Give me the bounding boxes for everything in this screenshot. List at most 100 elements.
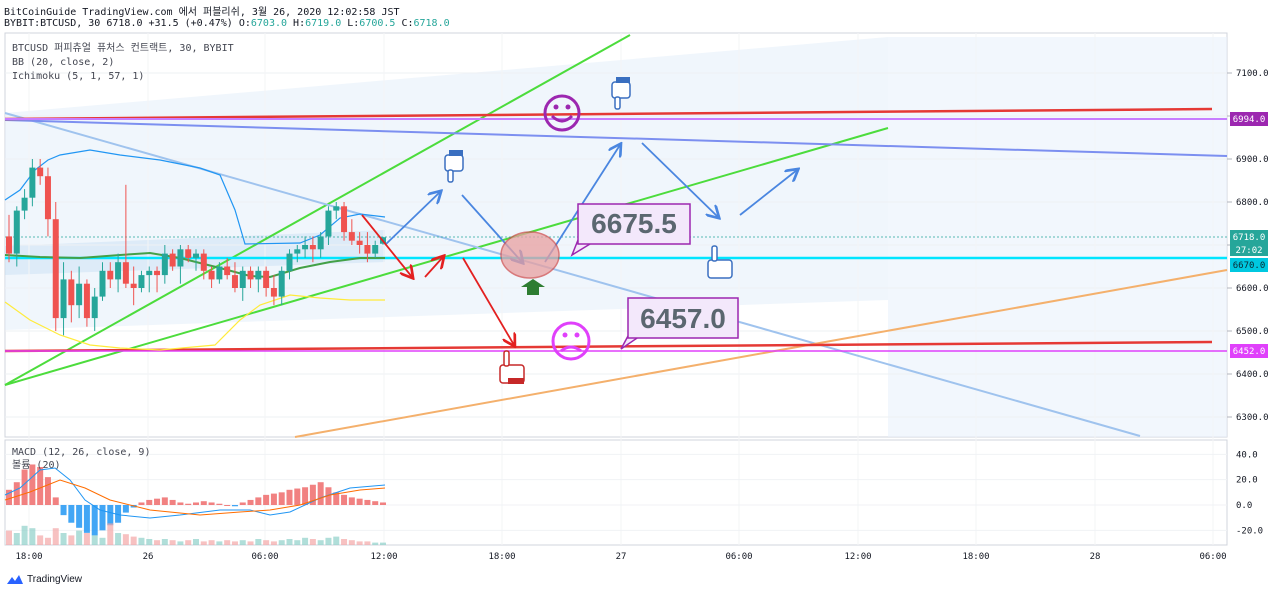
volume-bar: [356, 541, 363, 545]
macd-bar: [317, 482, 324, 505]
macd-bar: [52, 497, 59, 505]
callout-target-low[interactable]: 6457.0: [620, 297, 739, 350]
candle-body: [356, 240, 363, 245]
macd-tick-label: 40.0: [1236, 450, 1258, 460]
candle-body: [83, 283, 90, 319]
red-forecast-arrows: [361, 214, 514, 345]
candle-body: [255, 270, 262, 280]
close-value: 6718.0: [413, 18, 450, 29]
volume-bar: [68, 535, 75, 545]
volume-bar: [169, 540, 176, 545]
time-tick-label: 28: [1090, 552, 1101, 562]
candle-body: [247, 270, 254, 280]
callout-target-high-label: 6675.5: [591, 208, 677, 239]
macd-bar: [76, 505, 83, 528]
macd-bar: [278, 492, 285, 505]
macd-bar: [146, 499, 153, 505]
legend-macd: MACD (12, 26, close, 9): [12, 447, 150, 458]
candle-body: [99, 270, 106, 297]
volume-bar: [193, 539, 199, 545]
badge-support-bg: [1230, 258, 1268, 272]
legend-bb: BB (20, close, 2): [12, 57, 114, 68]
macd-bar: [216, 503, 223, 505]
macd-bar: [333, 492, 340, 505]
volume-bar: [325, 537, 332, 545]
candle-body: [60, 279, 67, 319]
time-tick-label: 26: [143, 552, 154, 562]
channel-lower-line[interactable]: [4, 127, 889, 386]
macd-tick-label: -20.0: [1236, 526, 1263, 536]
volume-bar: [107, 523, 114, 545]
candle-body: [231, 275, 238, 288]
ohlc-readout: BYBIT:BTCUSD, 30 6718.0 +31.5 (+0.47%) O…: [4, 18, 450, 29]
candles: [6, 159, 386, 336]
callout-target-high[interactable]: 6675.5: [570, 203, 691, 257]
arrow-red-1: [361, 214, 412, 277]
tradingview-logo[interactable]: TradingView: [6, 573, 82, 585]
macd-bar: [107, 505, 114, 526]
volume-bar: [255, 539, 262, 545]
macd-bar: [380, 502, 386, 505]
candle-body: [372, 245, 379, 254]
volume-bar: [309, 539, 316, 545]
candle-body: [169, 253, 176, 267]
channel-upper-line[interactable]: [4, 34, 631, 386]
candle-body: [263, 270, 270, 288]
macd-bar: [91, 505, 98, 536]
candle-body: [154, 270, 161, 276]
volume-bar: [317, 540, 324, 545]
macd-bar: [302, 487, 309, 505]
candle-body: [52, 219, 59, 319]
legend-title: BTCUSD 퍼피츄얼 퓨처스 컨트랙트, 30, BYBIT: [12, 42, 234, 54]
volume-bars: [6, 523, 386, 545]
sad-face-icon: [551, 321, 591, 361]
candle-body: [208, 270, 215, 280]
time-axis: 18:00 26 06:00 12:00 18:00 27 06:00 12:00 18:00 2…: [15, 552, 1226, 562]
last-price: 6718.0: [106, 18, 143, 29]
candle-body: [185, 249, 192, 258]
hand-pointer-icon-2: [611, 77, 631, 110]
volume-bar: [270, 541, 277, 545]
badge-upper: 6994.0: [1233, 115, 1266, 125]
time-tick-label: 06:00: [1199, 552, 1226, 562]
hand-pointer-icon-3: [707, 245, 733, 279]
volume-bar: [122, 534, 129, 545]
upper-descending-line[interactable]: [4, 119, 1228, 157]
macd-bar: [68, 505, 75, 523]
macd-bar: [29, 464, 36, 505]
macd-bar: [270, 493, 277, 505]
macd-bar: [208, 502, 215, 505]
support-line[interactable]: [4, 340, 1213, 353]
candle-body: [270, 288, 277, 297]
candle-body: [193, 253, 199, 258]
candle-body: [239, 270, 246, 288]
legend-ichimoku: Ichimoku (5, 1, 57, 1): [12, 71, 144, 82]
macd-bar: [341, 494, 348, 505]
low-label: L:: [347, 18, 360, 29]
ascending-support-line[interactable]: [294, 269, 1228, 438]
low-value: 6700.5: [359, 18, 396, 29]
volume-bar: [239, 540, 246, 545]
volume-bar: [231, 541, 238, 545]
candle-body: [21, 197, 28, 211]
volume-bar: [247, 541, 254, 545]
tradingview-logo-icon: [7, 575, 23, 584]
volume-bar: [115, 533, 122, 545]
macd-bar: [83, 505, 90, 533]
arrow-blue-4: [641, 142, 718, 217]
hand-pointer-red-icon: [499, 350, 525, 384]
candle-body: [91, 296, 98, 319]
time-tick-label: 18:00: [962, 552, 989, 562]
candle-body: [122, 262, 129, 284]
candle-body: [348, 232, 355, 241]
volume-bar: [177, 541, 184, 545]
volume-bar: [52, 528, 59, 545]
volume-bar: [6, 530, 12, 545]
volume-bar: [216, 541, 223, 545]
volume-bar: [37, 535, 44, 545]
macd-bar: [13, 482, 20, 505]
candle-body: [107, 270, 114, 280]
resistance-line[interactable]: [4, 107, 1213, 121]
up-arrow-icon: [521, 279, 545, 295]
